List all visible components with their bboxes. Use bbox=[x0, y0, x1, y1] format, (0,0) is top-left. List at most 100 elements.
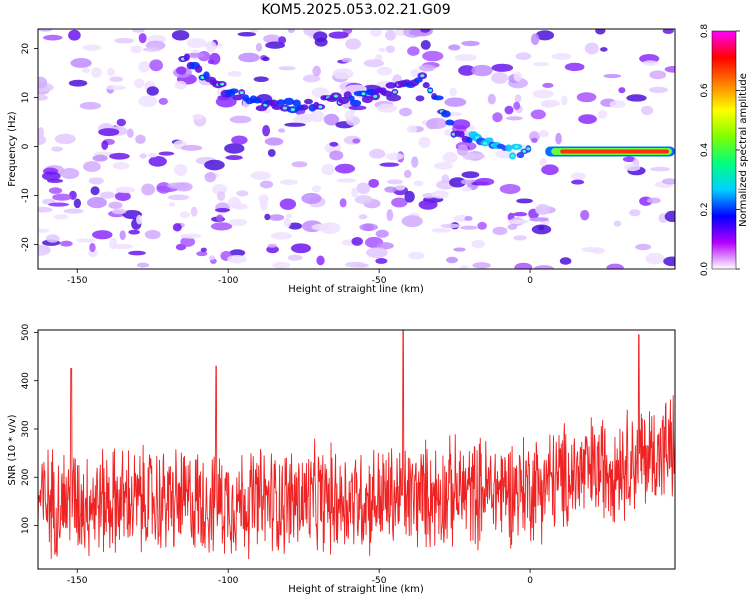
heatmap-cell bbox=[344, 261, 367, 268]
heatmap-cell bbox=[590, 247, 605, 255]
heatmap-cell bbox=[444, 97, 467, 107]
heatmap-cell bbox=[38, 206, 53, 213]
heatmap-cell bbox=[200, 247, 207, 253]
heatmap-ridge-cell bbox=[361, 92, 366, 96]
heatmap-cell bbox=[108, 201, 123, 209]
heatmap-cell bbox=[386, 209, 394, 222]
heatmap-cell bbox=[192, 113, 204, 120]
heatmap-cell bbox=[295, 113, 316, 121]
heatmap-cell bbox=[87, 197, 107, 209]
heatmap-cell bbox=[250, 171, 272, 181]
heatmap-cell bbox=[126, 128, 134, 138]
heatmap-cell bbox=[92, 230, 113, 240]
heatmap-cell bbox=[334, 163, 356, 174]
heatmap-y-tick-label: 10 bbox=[21, 92, 31, 104]
heatmap-cell bbox=[449, 87, 457, 97]
heatmap-ridge-cell bbox=[318, 105, 323, 109]
heatmap-cell bbox=[460, 179, 473, 185]
snr-series-line bbox=[38, 330, 675, 560]
heatmap-cell bbox=[106, 67, 115, 76]
heatmap-ridge-cell bbox=[381, 90, 393, 97]
heatmap-cell bbox=[210, 222, 233, 231]
heatmap-cell bbox=[147, 152, 158, 158]
heatmap-cell bbox=[264, 137, 284, 146]
heatmap-cell bbox=[348, 105, 367, 111]
heatmap-cell bbox=[196, 251, 208, 257]
heatmap-cell bbox=[404, 190, 415, 203]
snr-y-tick-label: 200 bbox=[21, 468, 31, 485]
heatmap-cell bbox=[618, 87, 626, 94]
heatmap-cell bbox=[440, 223, 461, 229]
heatmap-cell bbox=[385, 29, 397, 41]
heatmap-cell bbox=[208, 255, 215, 261]
heatmap-ridge-cell bbox=[271, 104, 283, 110]
heatmap-cell bbox=[386, 179, 403, 185]
heatmap-cell bbox=[576, 92, 597, 103]
heatmap-ridge-cell bbox=[283, 97, 295, 106]
heatmap-cell bbox=[408, 251, 425, 260]
heatmap-cell bbox=[68, 79, 88, 87]
heatmap-cell bbox=[532, 89, 554, 99]
heatmap-cell bbox=[456, 144, 469, 156]
heatmap-cell bbox=[514, 262, 533, 269]
heatmap-cell bbox=[535, 30, 555, 41]
heatmap-cell bbox=[453, 247, 466, 252]
heatmap-cell bbox=[227, 254, 247, 264]
heatmap-cell bbox=[205, 40, 217, 53]
heatmap-cell bbox=[313, 31, 328, 42]
heatmap-cell bbox=[515, 52, 532, 61]
heatmap-cell bbox=[538, 130, 549, 138]
heatmap-ridge-cell bbox=[392, 90, 397, 94]
heatmap-cell bbox=[622, 156, 636, 163]
heatmap-cell bbox=[541, 164, 559, 176]
heatmap-cell bbox=[180, 233, 202, 239]
heatmap-y-axis: -20 -10 0 10 20 bbox=[21, 43, 38, 252]
heatmap-y-tick-label: -20 bbox=[21, 237, 31, 252]
heatmap-y-tick-label: 20 bbox=[21, 43, 31, 55]
heatmap-ridge-cell bbox=[333, 94, 338, 98]
heatmap-cell bbox=[259, 199, 268, 211]
heatmap-cell bbox=[442, 151, 458, 164]
heatmap-cell bbox=[664, 210, 675, 223]
heatmap-cell bbox=[53, 214, 69, 220]
heatmap-ridge-cell bbox=[220, 82, 225, 86]
heatmap-cell bbox=[112, 243, 133, 250]
heatmap-cell bbox=[215, 95, 237, 108]
snr-x-tick-label: -50 bbox=[372, 576, 387, 586]
heatmap-cell bbox=[344, 110, 355, 121]
heatmap-cell bbox=[541, 102, 556, 108]
heatmap-cell bbox=[336, 178, 357, 183]
heatmap-cell bbox=[285, 213, 293, 219]
heatmap-cell bbox=[238, 52, 260, 63]
heatmap-cell bbox=[38, 228, 50, 233]
heatmap-cell bbox=[114, 37, 134, 44]
heatmap-cell bbox=[327, 146, 335, 153]
heatmap-cell bbox=[595, 29, 606, 35]
heatmap-cell bbox=[531, 137, 538, 143]
heatmap-cell bbox=[354, 195, 373, 205]
heatmap-cell bbox=[114, 191, 131, 202]
heatmap-cell bbox=[422, 50, 444, 62]
heatmap-cell bbox=[663, 256, 675, 267]
heatmap-cell bbox=[530, 109, 546, 120]
heatmap-ridge-cell bbox=[422, 82, 430, 89]
heatmap-cell bbox=[418, 64, 436, 72]
heatmap-cell bbox=[425, 119, 438, 130]
heatmap-cell bbox=[312, 65, 321, 77]
heatmap-cell bbox=[217, 191, 226, 202]
heatmap-cell bbox=[176, 66, 187, 75]
heatmap-cell bbox=[138, 61, 150, 73]
heatmap-cell bbox=[48, 202, 70, 207]
heatmap-cell bbox=[431, 227, 451, 233]
heatmap-cell bbox=[190, 206, 198, 217]
heatmap-cell bbox=[386, 94, 402, 102]
colorbar-label: Normalized spectral amplitude bbox=[738, 73, 749, 227]
heatmap-cell bbox=[99, 191, 116, 199]
heatmap-cell bbox=[109, 152, 130, 160]
heatmap-cell bbox=[133, 78, 145, 89]
heatmap-cell bbox=[514, 94, 522, 103]
heatmap-cell bbox=[341, 57, 352, 63]
heatmap-cell bbox=[542, 82, 554, 88]
heatmap-cell bbox=[363, 59, 385, 68]
heatmap-cell bbox=[649, 70, 667, 80]
